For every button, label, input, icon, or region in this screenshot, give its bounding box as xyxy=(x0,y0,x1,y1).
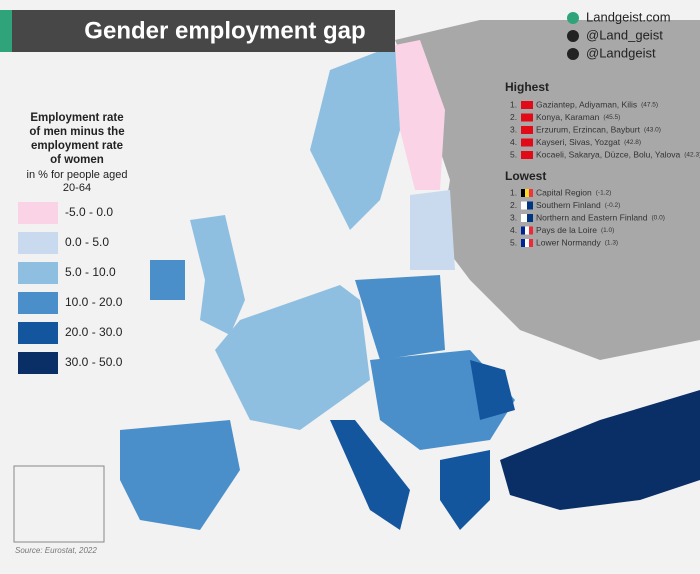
flag xyxy=(521,189,525,197)
region-name: Gaziantep, Adiyaman, Kilis xyxy=(536,99,637,109)
romania-north xyxy=(470,360,515,420)
great-britain xyxy=(190,215,245,335)
legend-label: -5.0 - 0.0 xyxy=(65,205,113,219)
legend-swatch xyxy=(18,232,58,254)
social-icon xyxy=(567,12,579,24)
legend-swatch xyxy=(18,352,58,374)
legend-title: of men minus the xyxy=(29,126,124,138)
flag xyxy=(525,189,529,197)
poland xyxy=(355,275,445,360)
source: Source: Eurostat, 2022 xyxy=(15,546,97,555)
flag xyxy=(521,113,533,122)
region-name: Lower Normandy xyxy=(536,237,601,247)
flag xyxy=(529,239,533,247)
region-value: (45.5) xyxy=(603,114,620,121)
region-name: Pays de la Loire xyxy=(536,225,597,235)
list-title: Highest xyxy=(505,80,549,94)
region-value: (0.0) xyxy=(652,215,665,222)
rankings: Highest 1. Gaziantep, Adiyaman, Kilis (47.5… xyxy=(505,80,700,247)
region-value: (43.0) xyxy=(644,127,661,134)
legend-subtitle: 20-64 xyxy=(63,182,91,194)
flag xyxy=(525,239,529,247)
non-eu-land xyxy=(395,20,700,360)
rank: 3. xyxy=(510,124,517,134)
legend-swatch xyxy=(18,202,58,224)
flag xyxy=(521,214,527,222)
region-value: (1.0) xyxy=(601,227,614,234)
region-value: (42.8) xyxy=(624,139,641,146)
region-name: Southern Finland xyxy=(536,200,601,210)
legend-subtitle: in % for people aged xyxy=(27,169,128,181)
legend-label: 10.0 - 20.0 xyxy=(65,295,123,309)
region-value: (42.3) xyxy=(684,152,700,159)
social-handle: Landgeist.com xyxy=(586,9,671,24)
region-name: Kocaeli, Sakarya, Düzce, Bolu, Yalova xyxy=(536,149,681,159)
turkey xyxy=(500,390,700,510)
iberia xyxy=(120,420,240,530)
flag xyxy=(521,126,533,134)
region-value: (1.3) xyxy=(605,240,618,247)
flag xyxy=(525,226,529,235)
central-west xyxy=(215,285,370,430)
finland xyxy=(395,40,445,190)
legend: Employment rate of men minus the employmen… xyxy=(18,112,127,374)
region-value: (-1.2) xyxy=(596,190,612,197)
region-name: Capital Region xyxy=(536,187,592,197)
legend-swatch xyxy=(18,322,58,344)
legend-swatch xyxy=(18,292,58,314)
flag xyxy=(521,138,533,147)
ireland xyxy=(150,260,185,300)
flag xyxy=(527,201,533,210)
rank: 1. xyxy=(510,99,517,109)
region-name: Kayseri, Sivas, Yozgat xyxy=(536,137,621,147)
title: Gender employment gap xyxy=(84,17,365,44)
region-name: Konya, Karaman xyxy=(536,112,600,122)
region-value: (-0.2) xyxy=(605,202,621,209)
rank: 1. xyxy=(510,187,517,197)
flag xyxy=(529,226,533,235)
map xyxy=(13,20,700,543)
title-bar xyxy=(0,10,395,52)
title-accent xyxy=(0,10,12,52)
region-name: Erzurum, Erzincan, Bayburt xyxy=(536,124,641,134)
legend-title: employment rate xyxy=(31,140,123,152)
inset-frame xyxy=(13,465,105,543)
legend-label: 30.0 - 50.0 xyxy=(65,355,123,369)
greece xyxy=(440,450,490,530)
flag xyxy=(521,101,533,109)
flag xyxy=(521,201,527,210)
flag xyxy=(527,214,533,222)
rank: 5. xyxy=(510,237,517,247)
flag xyxy=(521,239,525,247)
rank: 3. xyxy=(510,212,517,222)
legend-label: 5.0 - 10.0 xyxy=(65,265,116,279)
social: Landgeist.com @Land_geist @Landgeist xyxy=(567,9,671,60)
legend-label: 20.0 - 30.0 xyxy=(65,325,123,339)
flag xyxy=(521,151,533,159)
legend-swatch xyxy=(18,262,58,284)
rank: 2. xyxy=(510,200,517,210)
legend-title: of women xyxy=(50,154,104,166)
scandinavia xyxy=(310,45,400,230)
region-name: Northern and Eastern Finland xyxy=(536,212,648,222)
region-value: (47.5) xyxy=(641,102,658,109)
italy xyxy=(330,420,410,530)
list-title: Lowest xyxy=(505,169,546,183)
baltics xyxy=(410,190,455,270)
flag xyxy=(529,189,533,197)
legend-label: 0.0 - 5.0 xyxy=(65,235,109,249)
rank: 5. xyxy=(510,149,517,159)
social-handle: @Landgeist xyxy=(586,45,656,60)
social-handle: @Land_geist xyxy=(586,27,663,42)
social-icon xyxy=(567,48,579,60)
rank: 2. xyxy=(510,112,517,122)
rank: 4. xyxy=(510,137,517,147)
flag xyxy=(521,226,525,235)
legend-title: Employment rate xyxy=(30,112,123,124)
rank: 4. xyxy=(510,225,517,235)
social-icon xyxy=(567,30,579,42)
